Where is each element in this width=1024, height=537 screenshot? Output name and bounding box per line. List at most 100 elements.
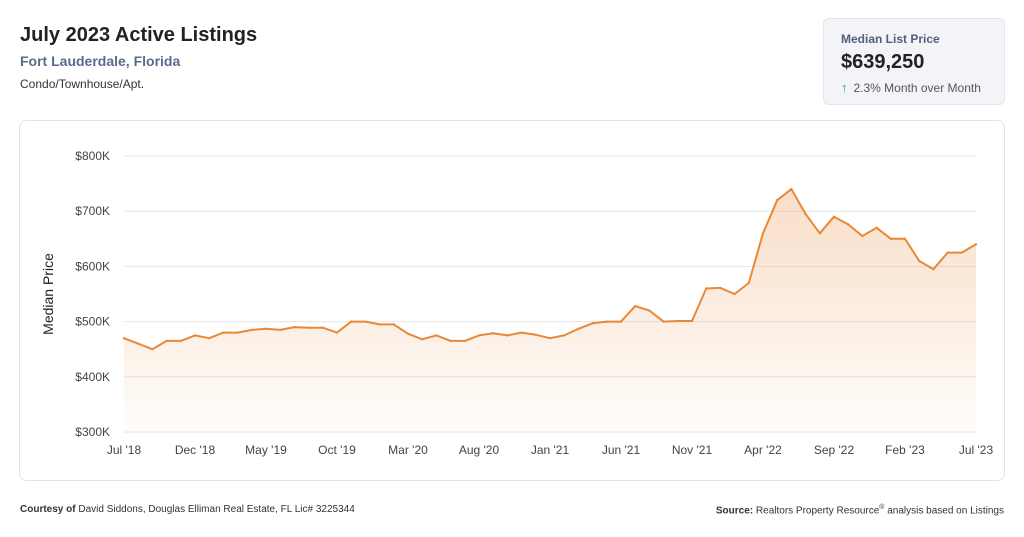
data-point	[790, 187, 793, 191]
courtesy-label: Courtesy of	[20, 504, 76, 515]
x-tick-label: Jun '21	[602, 443, 641, 457]
chart-panel: $300K $400K $500K $600K $700K $800K Jul '18 Dec…	[19, 120, 1005, 481]
data-point	[506, 334, 509, 337]
data-point	[818, 232, 821, 235]
data-point	[279, 328, 282, 332]
data-point	[548, 336, 552, 340]
data-point	[463, 339, 466, 343]
data-point	[946, 251, 949, 254]
data-point	[662, 320, 665, 323]
data-point	[236, 331, 239, 334]
data-point	[250, 328, 253, 332]
data-point	[193, 334, 197, 337]
source-text-a: Realtors Property Resource	[755, 505, 880, 517]
data-point	[634, 304, 637, 308]
stat-change-text: 2.3% Month over Month	[853, 80, 981, 95]
data-point	[122, 336, 126, 340]
source-label: Source:	[715, 505, 754, 517]
data-point	[307, 326, 310, 329]
x-tick-label: Nov '21	[672, 443, 713, 457]
data-point	[293, 325, 296, 329]
x-tick-label: May '19	[245, 443, 287, 457]
data-point	[903, 237, 907, 240]
data-point	[761, 232, 765, 235]
data-point	[648, 309, 651, 312]
x-tick-label: Apr '22	[744, 443, 782, 457]
data-point	[264, 327, 268, 330]
data-point	[406, 332, 410, 335]
series-area	[124, 189, 976, 432]
x-tick-label: Dec '18	[175, 443, 216, 457]
data-point	[847, 223, 850, 226]
x-tick-label: Jul '23	[959, 443, 994, 457]
data-point	[492, 331, 495, 335]
courtesy-footer: Courtesy of David Siddons, Douglas Ellim…	[20, 504, 355, 515]
y-tick-label: $400K	[75, 370, 110, 384]
data-point	[378, 323, 381, 326]
data-point	[832, 215, 836, 218]
data-point	[335, 331, 339, 334]
median-price-chart: $300K $400K $500K $600K $700K $800K Jul '18 Dec…	[40, 149, 994, 457]
x-tick-label: Feb '23	[885, 443, 925, 457]
data-point	[321, 326, 324, 329]
y-tick-label: $700K	[75, 204, 110, 218]
stat-label: Median List Price	[841, 32, 940, 46]
data-point	[179, 339, 182, 343]
data-point	[974, 243, 978, 246]
location-subtitle: Fort Lauderdale, Florida	[20, 53, 181, 69]
x-tick-label: Oct '19	[318, 443, 356, 457]
y-tick-label: $800K	[75, 149, 110, 163]
data-point	[392, 323, 395, 326]
data-point	[918, 259, 921, 263]
y-tick-label: $300K	[75, 425, 110, 439]
data-point	[690, 319, 694, 323]
stat-change: ↑ 2.3% Month over Month	[841, 80, 981, 95]
data-point	[364, 320, 367, 323]
page-title: July 2023 Active Listings	[20, 24, 258, 46]
data-point	[165, 339, 168, 343]
data-point	[960, 251, 963, 254]
property-type: Condo/Townhouse/Apt.	[20, 77, 145, 91]
data-point	[747, 281, 750, 285]
data-point	[619, 320, 623, 323]
source-text-b: analysis based on Listings	[884, 505, 1004, 517]
y-tick-label: $600K	[75, 259, 110, 273]
data-point	[733, 292, 736, 296]
data-point	[151, 348, 154, 351]
y-axis-label: Median Price	[40, 253, 56, 335]
data-point	[932, 267, 935, 271]
data-point	[477, 334, 481, 337]
source-footer: Source: Realtors Property Resource® anal…	[716, 504, 1004, 516]
data-point	[605, 320, 608, 323]
data-point	[577, 327, 580, 330]
arrow-up-icon: ↑	[841, 80, 848, 95]
data-point	[449, 339, 452, 343]
data-point	[861, 234, 864, 238]
data-point	[520, 331, 523, 334]
data-point	[875, 226, 878, 229]
y-tick-label: $500K	[75, 315, 110, 329]
data-point	[705, 287, 708, 290]
data-point	[676, 319, 679, 323]
stat-value: $639,250	[841, 51, 925, 73]
data-point	[776, 198, 779, 202]
courtesy-text: David Siddons, Douglas Elliman Real Esta…	[78, 504, 355, 515]
data-point	[804, 212, 807, 216]
data-point	[222, 331, 225, 334]
x-tick-label: Jan '21	[531, 443, 570, 457]
x-tick-label: Aug '20	[459, 443, 500, 457]
x-tick-label: Sep '22	[814, 443, 855, 457]
data-point	[889, 237, 892, 240]
x-tick-label: Jul '18	[107, 443, 142, 457]
data-point	[421, 338, 424, 341]
registered-mark: ®	[879, 504, 885, 511]
data-point	[719, 286, 722, 290]
median-list-price-card: Median List Price $639,250 ↑ 2.3% Month …	[823, 18, 1005, 105]
data-point	[208, 336, 211, 340]
data-point	[350, 320, 353, 323]
data-point	[534, 333, 537, 337]
data-point	[591, 322, 594, 325]
data-point	[563, 334, 566, 337]
data-point	[435, 334, 438, 337]
x-tick-label: Mar '20	[388, 443, 428, 457]
